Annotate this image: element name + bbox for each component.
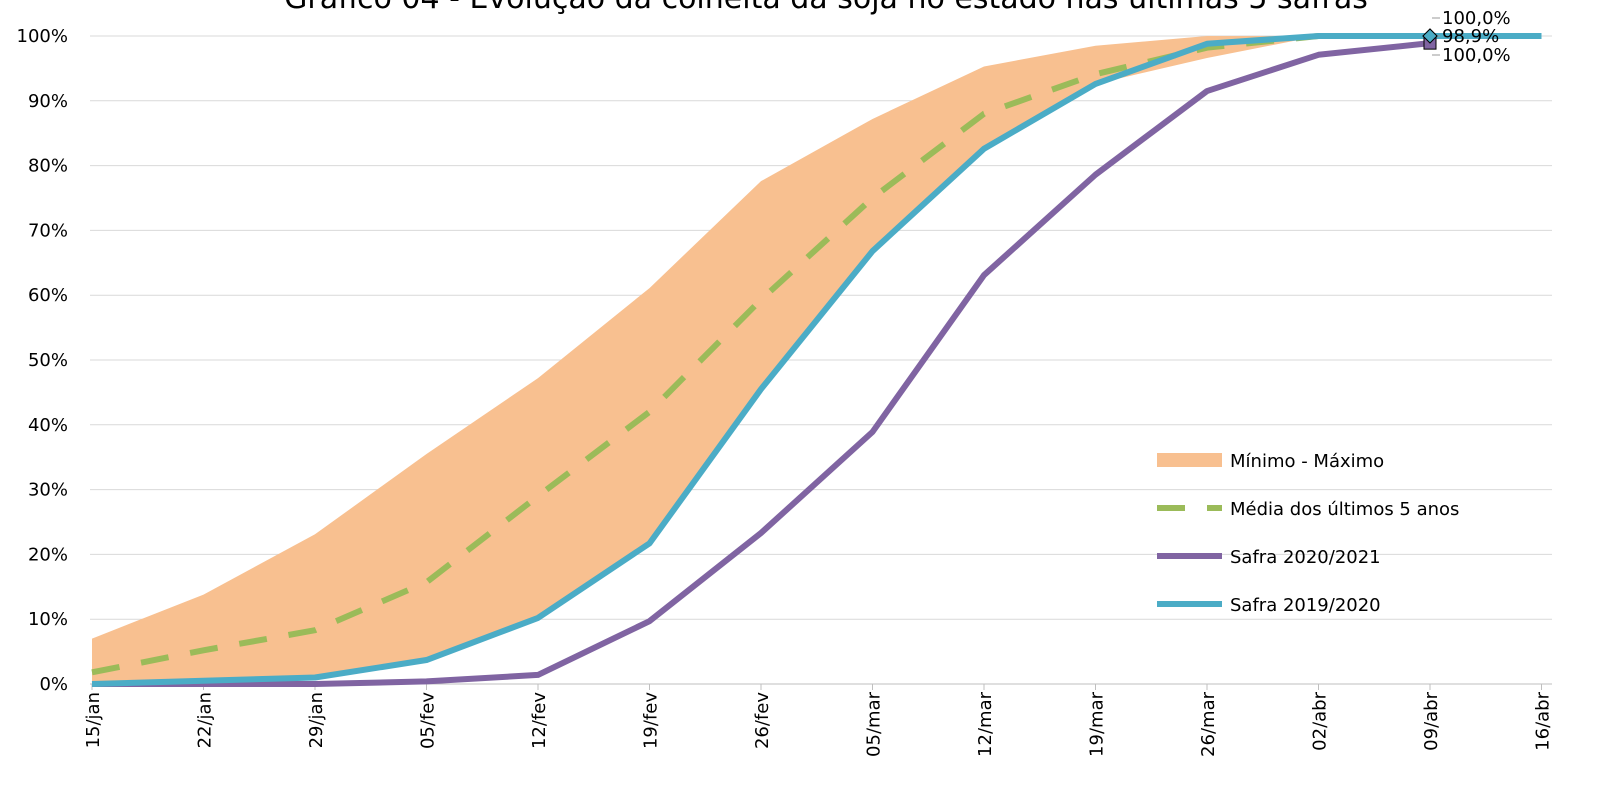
x-tick-label: 09/abr (1421, 691, 1442, 750)
data-marker (1422, 28, 1438, 44)
x-tick-label: 19/mar (1087, 691, 1108, 757)
y-tick-label: 0% (39, 674, 68, 695)
x-tick-label: 19/fev (641, 692, 662, 749)
x-tick-label: 26/mar (1198, 691, 1219, 757)
y-tick-label: 50% (28, 350, 68, 371)
x-tick-label: 16/abr (1533, 691, 1554, 750)
x-tick-label: 22/jan (195, 692, 216, 748)
legend-swatch (1157, 453, 1222, 467)
series-line (92, 40, 1431, 687)
series-line (91, 33, 1542, 687)
y-tick-label: 80% (28, 156, 68, 177)
x-tick-label: 12/mar (975, 691, 996, 757)
y-tick-label: 10% (28, 609, 68, 630)
data-label: 100,0% (1442, 8, 1511, 29)
x-tick-label: 02/abr (1310, 691, 1331, 750)
legend-label: Safra 2020/2021 (1230, 547, 1381, 568)
x-tick-label: 26/fev (752, 692, 773, 749)
range-area (92, 36, 1542, 684)
y-tick-label: 70% (28, 220, 68, 241)
x-tick-label: 29/jan (306, 692, 327, 748)
y-tick-label: 60% (28, 285, 68, 306)
y-tick-label: 20% (28, 544, 68, 565)
y-tick-label: 30% (28, 480, 68, 501)
x-tick-label: 05/fev (418, 692, 439, 749)
data-label: 98,9% (1442, 26, 1499, 47)
y-tick-label: 100% (17, 26, 68, 47)
legend-label: Mínimo - Máximo (1230, 451, 1384, 472)
legend-label: Safra 2019/2020 (1230, 595, 1381, 616)
x-tick-label: 15/jan (83, 692, 104, 748)
x-tick-label: 05/mar (864, 691, 885, 757)
chart-title: Gráfico 04 - Evolução da colheita da soj… (284, 0, 1368, 16)
y-tick-label: 40% (28, 415, 68, 436)
data-label: 100,0% (1442, 45, 1511, 66)
legend-label: Média dos últimos 5 anos (1230, 499, 1459, 520)
y-tick-label: 90% (28, 91, 68, 112)
x-tick-label: 12/fev (529, 692, 550, 749)
